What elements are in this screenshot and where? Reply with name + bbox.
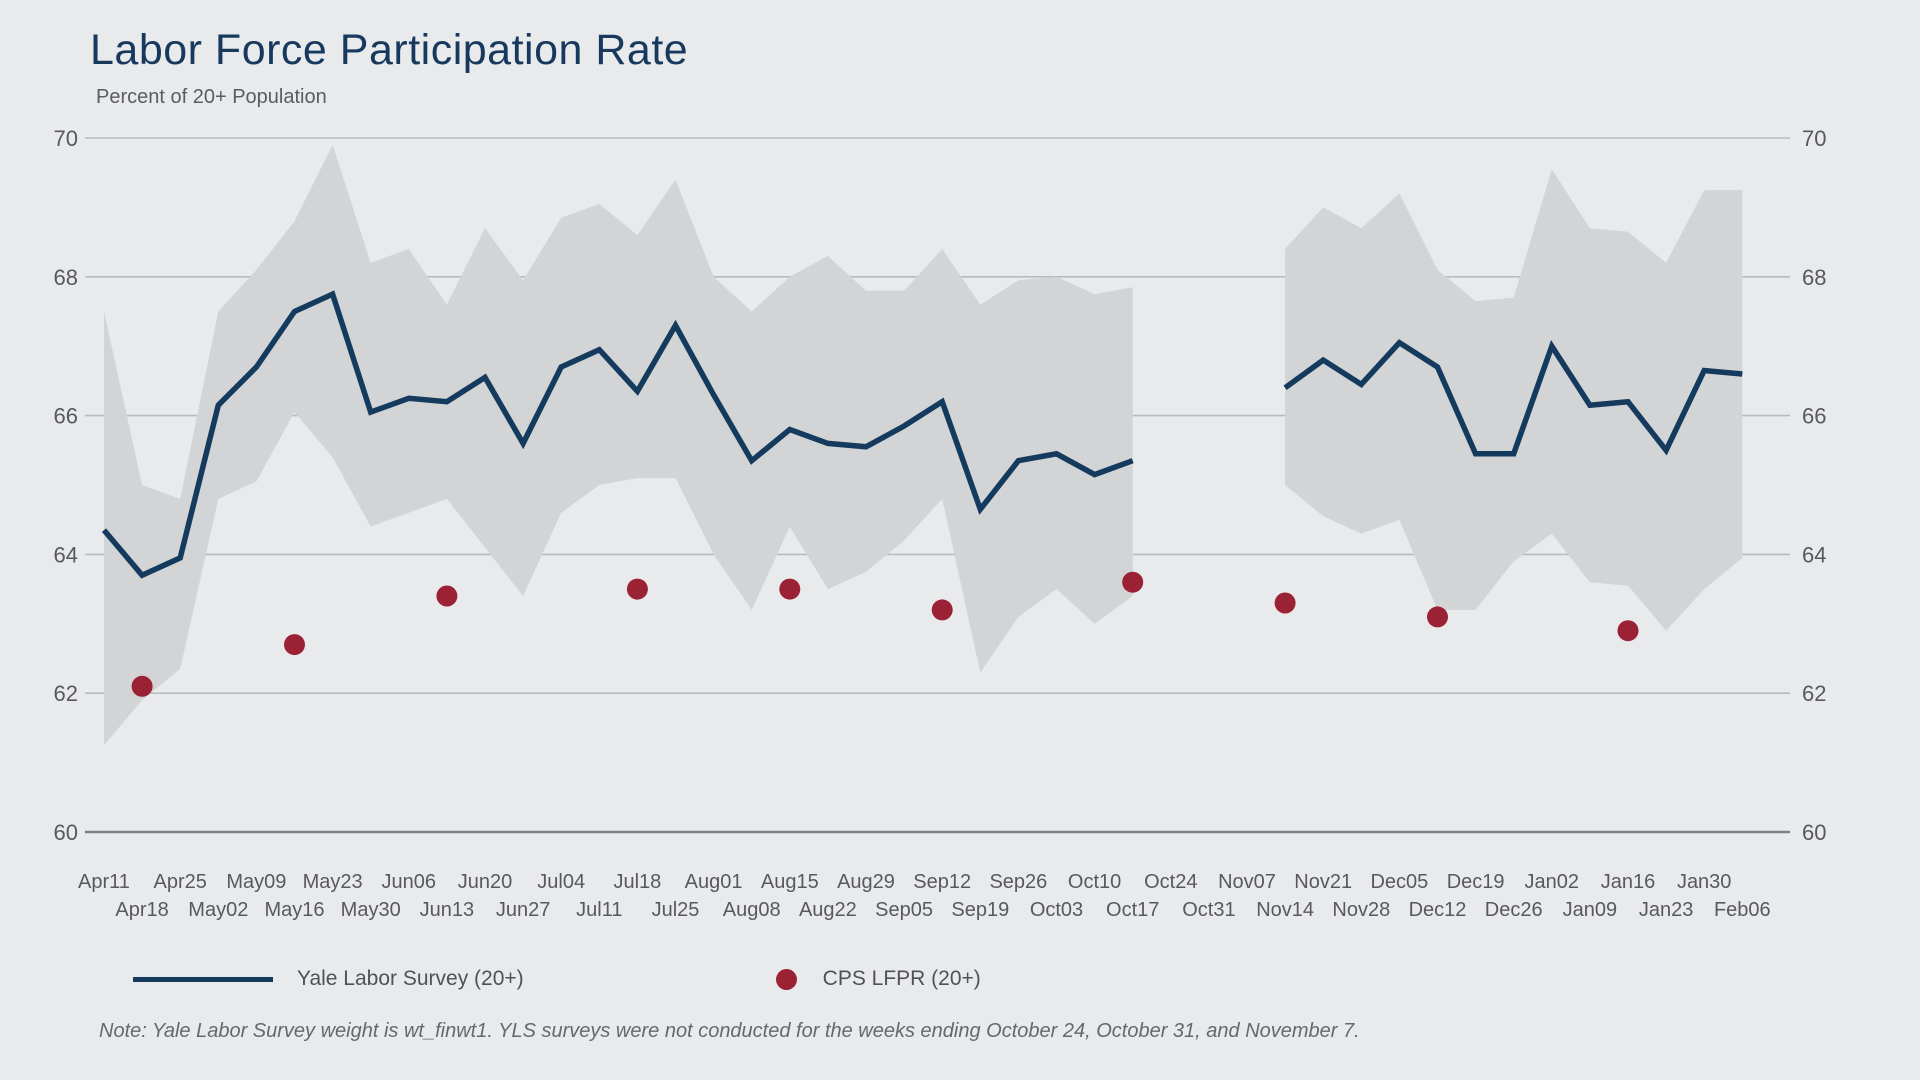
cps-dot-May16 [284, 634, 305, 656]
x-axis-labels: Apr11 Apr18 Apr25 May02 May09 May16 May23 May30… [78, 871, 1771, 921]
cps-dot-Apr18 [131, 675, 153, 697]
yls-line [101, 290, 1743, 579]
x-tick-Sep12: Sep12 [913, 871, 971, 893]
y-tick-left-70: 70 [54, 126, 78, 151]
x-tick-Apr25: Apr25 [154, 871, 207, 893]
cps-dot-Nov14 [1274, 592, 1296, 614]
x-tick-Nov21: Nov21 [1294, 871, 1352, 893]
x-tick-Sep26: Sep26 [989, 871, 1047, 893]
x-tick-Jun06: Jun06 [382, 871, 437, 893]
x-tick-Aug08: Aug08 [723, 899, 781, 921]
legend-item-yls: Yale Labor Survey (20+) [133, 967, 524, 991]
x-tick-Oct24: Oct24 [1144, 871, 1197, 893]
x-tick-Aug01: Aug01 [685, 871, 743, 893]
cps-dot-Dec12 [1427, 606, 1448, 628]
x-tick-Jan30: Jan30 [1677, 871, 1732, 893]
x-tick-Jul18: Jul18 [613, 871, 661, 893]
x-tick-Jan02: Jan02 [1525, 871, 1580, 893]
y-tick-right-66: 66 [1802, 404, 1826, 429]
y-tick-right-70: 70 [1802, 126, 1826, 151]
x-tick-Nov07: Nov07 [1218, 871, 1276, 893]
x-tick-Apr11: Apr11 [78, 871, 130, 893]
y-axis-labels: 60 60 62 62 64 64 66 66 68 68 70 70 [54, 126, 1827, 845]
x-tick-Dec19: Dec19 [1447, 871, 1505, 893]
yls-line-swatch-icon [133, 976, 273, 982]
x-tick-Dec12: Dec12 [1409, 899, 1467, 921]
confidence-band [104, 144, 1743, 746]
x-tick-Apr18: Apr18 [115, 899, 168, 921]
cps-dot-Jun13 [436, 585, 458, 607]
x-tick-Dec26: Dec26 [1485, 899, 1543, 921]
y-tick-right-60: 60 [1802, 820, 1826, 845]
legend-label-yls: Yale Labor Survey (20+) [297, 967, 524, 990]
x-tick-Aug22: Aug22 [799, 899, 857, 921]
y-axis-unit-label: Percent of 20+ Population [96, 86, 327, 108]
x-tick-Oct10: Oct10 [1068, 871, 1121, 893]
legend-item-cps: CPS LFPR (20+) [775, 967, 981, 991]
y-tick-right-68: 68 [1802, 265, 1826, 290]
x-tick-May02: May02 [188, 899, 248, 921]
x-tick-Jul11: Jul11 [576, 899, 622, 921]
x-tick-Nov14: Nov14 [1256, 899, 1314, 921]
x-tick-Jul04: Jul04 [537, 871, 585, 893]
band-segment [1285, 169, 1743, 631]
x-tick-Jan23: Jan23 [1639, 899, 1694, 921]
y-tick-right-62: 62 [1802, 681, 1826, 706]
x-tick-Dec05: Dec05 [1370, 871, 1428, 893]
band-segment [104, 144, 1133, 746]
y-tick-left-66: 66 [54, 404, 78, 429]
y-tick-left-64: 64 [54, 542, 78, 567]
cps-dot-Sep12 [931, 599, 953, 621]
y-tick-left-62: 62 [54, 681, 78, 706]
x-tick-Feb06: Feb06 [1714, 899, 1771, 921]
legend: Yale Labor Survey (20+) CPS LFPR (20+) [133, 962, 981, 996]
x-tick-Nov28: Nov28 [1332, 899, 1390, 921]
y-tick-left-68: 68 [54, 265, 78, 290]
cps-dot-Oct17 [1122, 571, 1144, 593]
x-tick-Aug29: Aug29 [837, 871, 895, 893]
x-tick-Oct03: Oct03 [1030, 899, 1083, 921]
x-tick-Jan09: Jan09 [1563, 899, 1618, 921]
y-tick-right-64: 64 [1802, 542, 1826, 567]
cps-dot-swatch-icon [775, 968, 797, 990]
page-title: Labor Force Participation Rate [90, 26, 689, 74]
cps-dot-Aug15 [779, 578, 801, 600]
x-tick-Aug15: Aug15 [761, 871, 819, 893]
x-tick-Oct17: Oct17 [1106, 899, 1159, 921]
legend-label-cps: CPS LFPR (20+) [822, 967, 981, 990]
x-tick-Sep19: Sep19 [951, 899, 1009, 921]
x-tick-Jul25: Jul25 [652, 899, 700, 921]
cps-dots [131, 571, 1639, 697]
cps-dot-Jul18 [626, 578, 648, 600]
x-tick-May30: May30 [341, 899, 401, 921]
x-tick-May23: May23 [303, 871, 363, 893]
x-tick-Jun13: Jun13 [420, 899, 475, 921]
cps-dot-Jan16 [1617, 620, 1639, 642]
x-tick-Jun20: Jun20 [458, 871, 513, 893]
x-tick-Oct31: Oct31 [1182, 899, 1235, 921]
x-tick-Sep05: Sep05 [875, 899, 933, 921]
x-tick-Jan16: Jan16 [1601, 871, 1656, 893]
x-tick-May16: May16 [264, 899, 324, 921]
yls-line-segment [101, 290, 1134, 579]
footnote: Note: Yale Labor Survey weight is wt_fin… [99, 1020, 1360, 1042]
x-tick-May09: May09 [226, 871, 286, 893]
x-tick-Jun27: Jun27 [496, 899, 551, 921]
y-tick-left-60: 60 [54, 820, 78, 845]
yls-line-segment [1283, 339, 1743, 457]
